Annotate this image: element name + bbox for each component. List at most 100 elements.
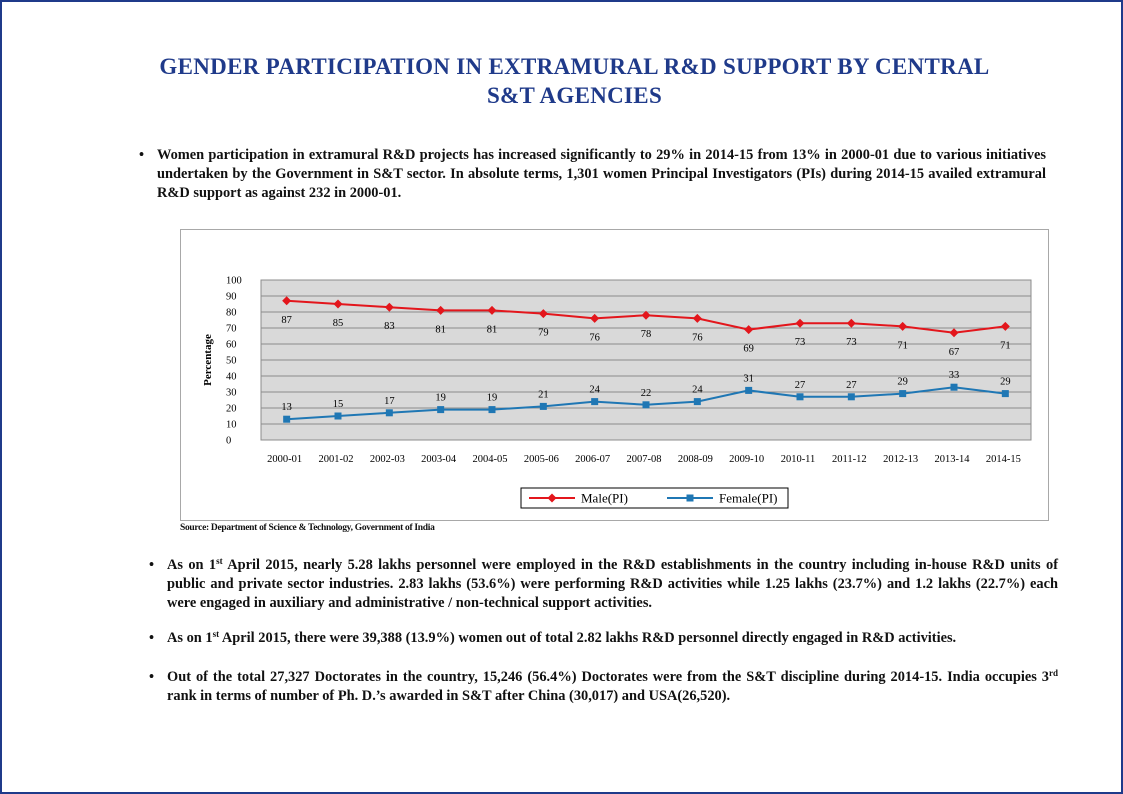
data-label-female: 19 [435, 393, 446, 404]
data-label-male: 87 [281, 315, 292, 326]
x-tick-label: 2005-06 [524, 454, 559, 465]
personnel-text-post: April 2015, nearly 5.28 lakhs personnel … [167, 557, 1058, 611]
legend [520, 487, 789, 509]
data-label-female: 33 [949, 370, 960, 381]
y-tick-label: 10 [226, 420, 237, 431]
data-label-male: 81 [487, 324, 498, 335]
y-tick-label: 70 [226, 324, 237, 335]
data-point-male [436, 305, 446, 315]
data-label-male: 81 [435, 324, 446, 335]
data-label-male: 73 [795, 337, 806, 348]
data-point-female [1001, 390, 1009, 398]
bullet-icon: • [139, 147, 145, 163]
y-tick-label: 100 [226, 276, 242, 287]
data-label-female: 27 [846, 380, 857, 391]
x-tick-label: 2007-08 [627, 454, 662, 465]
x-tick-label: 2006-07 [575, 454, 610, 465]
legend-label: Female(PI) [719, 491, 777, 506]
data-label-male: 71 [897, 340, 908, 351]
data-point-male [692, 313, 702, 323]
y-tick-label: 50 [226, 356, 237, 367]
x-tick-label: 2001-02 [319, 454, 354, 465]
data-label-female: 31 [743, 373, 754, 384]
data-label-female: 29 [897, 377, 908, 388]
data-point-male [333, 299, 343, 309]
x-tick-label: 2008-09 [678, 454, 713, 465]
x-tick-label: 2003-04 [421, 454, 457, 465]
x-tick-label: 2009-10 [729, 454, 764, 465]
intro-paragraph: • Women participation in extramural R&D … [139, 146, 1046, 203]
data-label-female: 13 [281, 402, 292, 413]
data-point-female [591, 398, 599, 406]
data-label-male: 67 [949, 347, 960, 358]
doctorates-text-post: rank in terms of number of Ph. D.’s awar… [167, 688, 731, 704]
y-axis-label: Percentage [202, 334, 214, 386]
x-tick-label: 2011-12 [832, 454, 867, 465]
x-tick-label: 2004-05 [473, 454, 508, 465]
x-tick-label: 2013-14 [935, 454, 971, 465]
y-tick-label: 60 [226, 340, 237, 351]
data-label-male: 85 [333, 318, 344, 329]
bullet-icon: • [149, 669, 155, 685]
legend-marker [686, 494, 694, 502]
title-line-1: GENDER PARTICIPATION IN EXTRAMURAL R&D S… [159, 54, 990, 79]
data-point-female [385, 409, 393, 417]
x-tick-label: 2000-01 [267, 454, 302, 465]
women-text-post: April 2015, there were 39,388 (13.9%) wo… [219, 630, 957, 646]
data-point-female [437, 406, 445, 414]
data-point-female [796, 393, 804, 401]
women-text-sup: st [212, 629, 220, 639]
data-label-female: 29 [1000, 377, 1011, 388]
data-point-male [949, 328, 959, 338]
data-label-male: 83 [384, 321, 395, 332]
data-label-male: 71 [1000, 340, 1011, 351]
data-point-male [1000, 321, 1010, 331]
page-title: GENDER PARTICIPATION IN EXTRAMURAL R&D S… [92, 52, 1057, 110]
data-label-male: 76 [589, 332, 600, 343]
data-point-male [898, 321, 908, 331]
y-tick-label: 80 [226, 308, 237, 319]
doctorates-text-sup: rd [1049, 668, 1058, 678]
legend-marker [547, 493, 557, 503]
data-point-male [384, 302, 394, 312]
data-point-male [282, 296, 292, 306]
data-point-female [642, 401, 650, 409]
source-note: Source: Department of Science & Technolo… [180, 523, 435, 533]
bullet-icon: • [149, 557, 155, 573]
data-label-female: 22 [641, 388, 652, 399]
data-label-female: 17 [384, 396, 395, 407]
y-tick-label: 20 [226, 404, 237, 415]
data-point-female [488, 406, 496, 414]
data-point-female [539, 402, 547, 410]
data-label-female: 19 [487, 393, 498, 404]
line-chart: 0 10 20 30 40 50 60 70 80 90 100 Percentage 2000-01 2… [202, 276, 1032, 509]
data-point-female [847, 393, 855, 401]
data-label-female: 21 [538, 389, 549, 400]
data-label-male: 69 [743, 344, 754, 355]
data-label-male: 79 [538, 328, 549, 339]
women-text-pre: As on 1 [167, 630, 213, 646]
data-label-female: 24 [692, 385, 703, 396]
y-tick-label: 30 [226, 388, 237, 399]
data-point-male [795, 318, 805, 328]
data-point-male [641, 310, 651, 320]
x-tick-label: 2002-03 [370, 454, 405, 465]
data-point-female [950, 383, 958, 391]
doctorates-text-pre: Out of the total 27,327 Doctorates in th… [167, 669, 1049, 685]
x-tick-label: 2012-13 [883, 454, 918, 465]
data-label-female: 15 [333, 399, 344, 410]
y-tick-label: 40 [226, 372, 237, 383]
data-point-female [283, 415, 291, 423]
y-tick-label: 0 [226, 436, 231, 447]
data-point-male [590, 313, 600, 323]
data-label-male: 73 [846, 337, 857, 348]
data-point-male [538, 309, 548, 319]
data-point-female [693, 398, 701, 406]
chart-frame: 0 10 20 30 40 50 60 70 80 90 100 Percentage 2000-01 2… [180, 229, 1049, 521]
x-tick-label: 2014-15 [986, 454, 1021, 465]
data-point-female [745, 386, 753, 394]
personnel-text-sup: st [216, 556, 223, 566]
data-label-female: 24 [589, 385, 600, 396]
x-tick-label: 2010-11 [781, 454, 816, 465]
data-point-male [487, 305, 497, 315]
